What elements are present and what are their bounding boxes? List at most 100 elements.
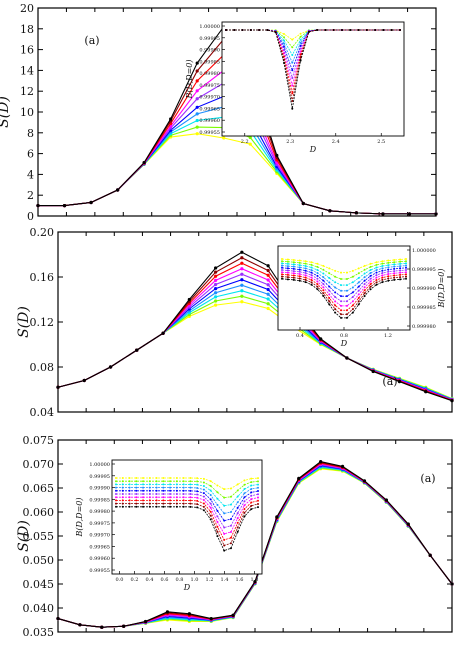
- series-point: [214, 303, 218, 307]
- series-point: [434, 212, 438, 216]
- inset-series-point: [345, 304, 348, 307]
- inset-series-point: [182, 486, 185, 489]
- inset-series-point: [162, 477, 165, 479]
- inset-y-tick-label: 0.99995: [199, 36, 220, 42]
- inset-y-tick-label: 0.99955: [199, 130, 220, 136]
- inset-series-point: [387, 268, 390, 271]
- inset-series-point: [281, 277, 283, 280]
- inset-series-point: [169, 502, 172, 505]
- inset-series-point: [250, 498, 253, 501]
- inset-series-point: [363, 272, 366, 275]
- inset-series-point: [162, 480, 165, 483]
- inset-series-point: [369, 271, 372, 274]
- series-point: [266, 302, 270, 306]
- inset-series-point: [196, 490, 199, 493]
- series-point: [108, 365, 113, 369]
- y-tick-label: 8: [27, 127, 34, 140]
- inset-series-point: [189, 502, 192, 505]
- inset-x-tick-label: 0.0: [116, 577, 124, 583]
- inset-series-point: [216, 530, 219, 533]
- inset-series-point: [250, 504, 253, 507]
- inset-series-point: [369, 268, 372, 271]
- inset-series-point: [310, 269, 313, 272]
- inset-series-line: [281, 271, 407, 307]
- inset-series-point: [292, 261, 295, 264]
- inset-series-point: [115, 486, 117, 489]
- inset-series-point: [340, 271, 343, 274]
- inset-series-point: [250, 477, 253, 480]
- inset-series-point: [375, 269, 378, 272]
- inset-series-point: [169, 486, 172, 489]
- y-tick-label: 16: [20, 44, 34, 57]
- inset-series-point: [363, 279, 366, 282]
- inset-series-point: [283, 39, 285, 42]
- inset-series-point: [196, 503, 199, 506]
- inset-series-point: [328, 289, 331, 292]
- inset-series-point: [298, 261, 301, 264]
- inset-series-point: [291, 76, 294, 79]
- inset-series-point: [291, 53, 294, 56]
- y-tick-label: 0.20: [30, 226, 55, 239]
- inset-series-point: [393, 261, 396, 264]
- inset-series-point: [369, 277, 372, 280]
- inset-series-point: [189, 489, 192, 492]
- inset-series-point: [340, 304, 343, 307]
- inset-series-point: [316, 274, 319, 277]
- series-point: [214, 287, 218, 291]
- inset-series-point: [281, 271, 283, 274]
- series-point: [82, 378, 86, 383]
- y-tick-label: 0.12: [30, 316, 55, 329]
- inset-series-point: [299, 35, 302, 38]
- inset-series-point: [393, 270, 396, 273]
- inset-series-point: [223, 544, 226, 547]
- inset-y-tick-label: 0.99980: [89, 509, 110, 515]
- inset-series-point: [298, 266, 301, 269]
- inset-series-point: [169, 505, 172, 508]
- inset-series-point: [243, 504, 246, 507]
- inset-x-label: D: [309, 145, 317, 154]
- inset-series-point: [121, 496, 124, 499]
- inset-series-point: [334, 281, 337, 284]
- inset-series-point: [393, 272, 396, 275]
- inset-series-point: [225, 29, 227, 31]
- series-point: [209, 616, 213, 621]
- inset-series-point: [189, 493, 192, 496]
- inset-series-point: [405, 273, 407, 276]
- inset-series-point: [357, 281, 360, 284]
- inset-series-point: [229, 511, 232, 514]
- series-point: [122, 624, 126, 628]
- series-point: [195, 118, 199, 123]
- inset-series-point: [223, 512, 226, 515]
- series-point: [214, 274, 218, 278]
- inset-series-point: [236, 506, 239, 509]
- series-point: [240, 261, 244, 265]
- inset-series-point: [148, 477, 151, 479]
- inset-series-point: [399, 260, 402, 263]
- series-point: [214, 282, 218, 287]
- inset-series-point: [236, 530, 239, 533]
- inset-series-point: [135, 499, 138, 502]
- series-point: [165, 610, 170, 614]
- inset-series-point: [142, 486, 145, 489]
- inset-series-point: [393, 263, 396, 266]
- inset-series-point: [298, 270, 301, 273]
- series-point: [381, 212, 385, 216]
- y-tick-label: 0.050: [23, 554, 55, 567]
- inset-series-point: [257, 480, 259, 483]
- inset-series-point: [334, 308, 337, 311]
- inset-series-point: [236, 521, 239, 524]
- panel-label: (a): [382, 375, 397, 388]
- inset-y-tick-label: 0.99965: [199, 106, 220, 112]
- inset-series-point: [304, 276, 307, 279]
- inset-series-point: [236, 512, 239, 515]
- inset-y-label: B(D,D=0): [185, 60, 194, 100]
- inset-y-tick-label: 0.99985: [89, 497, 110, 503]
- inset-series-point: [236, 517, 239, 520]
- inset-series-point: [169, 493, 172, 495]
- inset-series-point: [363, 264, 366, 267]
- inset-series-point: [196, 483, 199, 486]
- inset-series-point: [298, 268, 301, 271]
- y-tick-label: 0.08: [30, 361, 55, 374]
- inset-series-point: [135, 486, 138, 489]
- inset-series-point: [223, 532, 226, 535]
